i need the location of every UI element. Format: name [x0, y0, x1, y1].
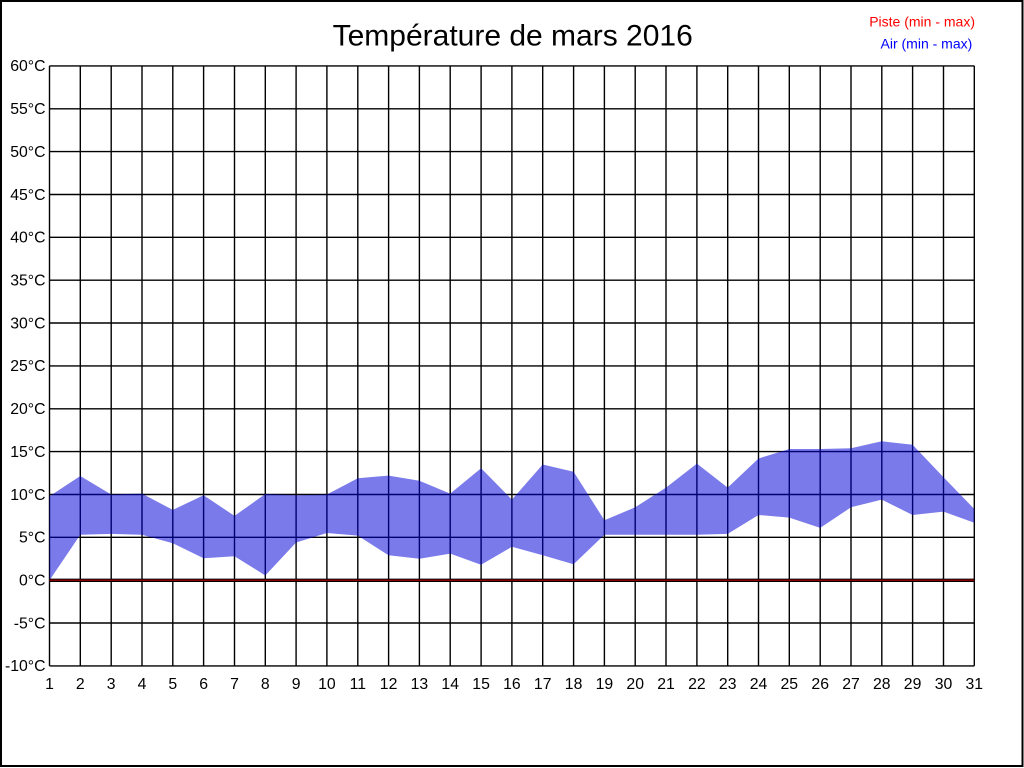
- svg-text:50°C: 50°C: [10, 144, 45, 161]
- svg-text:11: 11: [350, 676, 367, 693]
- svg-text:8: 8: [261, 676, 270, 693]
- svg-text:Température de mars 2016: Température de mars 2016: [333, 20, 693, 53]
- svg-text:31: 31: [966, 676, 984, 693]
- svg-text:10: 10: [318, 676, 336, 693]
- svg-text:5: 5: [168, 676, 177, 693]
- svg-text:-10°C: -10°C: [5, 658, 46, 675]
- svg-text:26: 26: [811, 676, 829, 693]
- svg-text:17: 17: [534, 676, 552, 693]
- svg-text:55°C: 55°C: [10, 101, 45, 118]
- svg-text:Piste (min - max): Piste (min - max): [869, 14, 975, 30]
- svg-text:15°C: 15°C: [10, 444, 45, 461]
- svg-text:25°C: 25°C: [10, 358, 45, 375]
- svg-text:1: 1: [45, 676, 54, 693]
- svg-text:14: 14: [441, 676, 459, 693]
- svg-text:Air (min - max): Air (min - max): [881, 36, 973, 52]
- svg-text:23: 23: [719, 676, 737, 693]
- svg-text:7: 7: [230, 676, 239, 693]
- svg-text:20: 20: [626, 676, 644, 693]
- svg-text:3: 3: [107, 676, 116, 693]
- svg-text:28: 28: [873, 676, 891, 693]
- svg-text:30: 30: [935, 676, 953, 693]
- svg-text:30°C: 30°C: [10, 315, 45, 332]
- svg-text:5°C: 5°C: [19, 530, 46, 547]
- svg-text:27: 27: [842, 676, 860, 693]
- svg-text:12: 12: [380, 676, 398, 693]
- svg-text:21: 21: [657, 676, 675, 693]
- svg-text:20°C: 20°C: [10, 401, 45, 418]
- svg-text:19: 19: [596, 676, 614, 693]
- svg-text:4: 4: [138, 676, 147, 693]
- svg-text:13: 13: [411, 676, 429, 693]
- svg-text:10°C: 10°C: [10, 487, 45, 504]
- svg-text:40°C: 40°C: [10, 230, 45, 247]
- svg-text:35°C: 35°C: [10, 273, 45, 290]
- svg-text:18: 18: [565, 676, 583, 693]
- svg-text:-5°C: -5°C: [14, 615, 46, 632]
- svg-text:0°C: 0°C: [19, 573, 46, 590]
- svg-text:60°C: 60°C: [10, 58, 45, 75]
- svg-text:25: 25: [781, 676, 799, 693]
- svg-text:29: 29: [904, 676, 922, 693]
- svg-text:2: 2: [76, 676, 85, 693]
- svg-text:15: 15: [472, 676, 490, 693]
- svg-text:6: 6: [199, 676, 208, 693]
- svg-text:45°C: 45°C: [10, 187, 45, 204]
- svg-text:22: 22: [688, 676, 706, 693]
- svg-text:16: 16: [503, 676, 521, 693]
- svg-text:24: 24: [750, 676, 768, 693]
- svg-text:9: 9: [292, 676, 301, 693]
